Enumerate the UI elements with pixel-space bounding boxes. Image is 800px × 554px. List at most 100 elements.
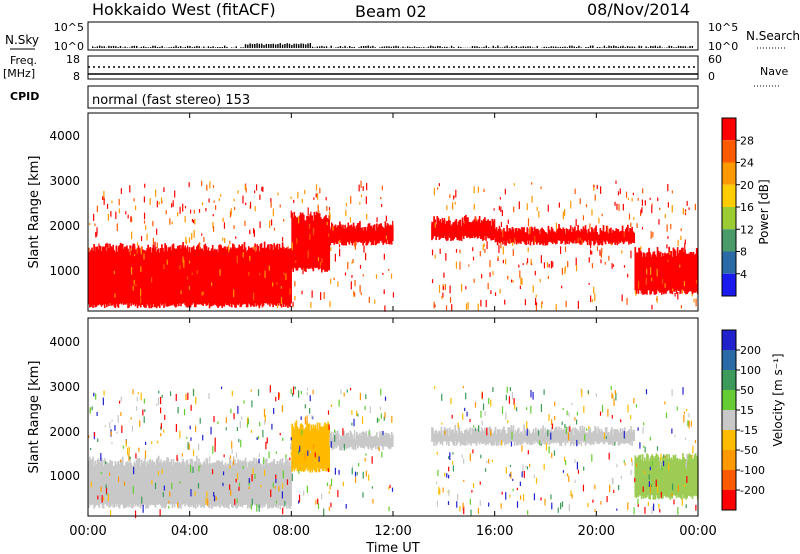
heatmap-speck (516, 487, 518, 491)
noise-sample (214, 47, 217, 48)
heatmap-cell (192, 465, 195, 508)
heatmap-cell (574, 427, 576, 442)
noise-sample (191, 47, 193, 48)
heatmap-speck (201, 291, 203, 296)
heatmap-speck (441, 422, 443, 425)
heatmap-cell (134, 463, 137, 507)
heatmap-speck (208, 267, 210, 275)
heatmap-cell (624, 228, 627, 241)
heatmap-speck (437, 187, 439, 190)
heatmap-cell (597, 234, 600, 246)
colorbar-swatch (722, 207, 736, 230)
heatmap-speck (268, 265, 270, 271)
velocity-ytick-4000: 4000 (49, 335, 80, 349)
heatmap-cell (577, 430, 579, 445)
x-tick-label: 12:00 (374, 524, 411, 539)
heatmap-cell (622, 431, 625, 444)
heatmap-cell (170, 250, 173, 306)
heatmap-speck (643, 445, 645, 448)
heatmap-speck (600, 186, 602, 194)
heatmap-cell (255, 458, 257, 505)
heatmap-cell (635, 252, 638, 292)
heatmap-speck (185, 236, 187, 244)
heatmap-cell (527, 429, 530, 443)
heatmap-speck (258, 458, 260, 464)
heatmap-speck (88, 435, 90, 438)
heatmap-speck (452, 452, 454, 455)
heatmap-speck (561, 285, 563, 289)
heatmap-cell (486, 220, 488, 237)
heatmap-speck (642, 188, 644, 194)
heatmap-cell (343, 430, 345, 448)
heatmap-cell (452, 222, 454, 241)
heatmap-speck (361, 416, 364, 425)
heatmap-speck (192, 219, 195, 224)
noise-sample (626, 46, 629, 48)
heatmap-cell (129, 245, 131, 303)
heatmap-speck (640, 246, 642, 251)
heatmap-speck (222, 482, 224, 487)
heatmap-speck (349, 217, 352, 223)
heatmap-cell (319, 217, 322, 268)
heatmap-speck (502, 259, 505, 264)
heatmap-speck (140, 297, 142, 303)
heatmap-cell (295, 217, 298, 271)
heatmap-cell (216, 460, 218, 507)
heatmap-cell (218, 460, 220, 507)
heatmap-cell (540, 228, 542, 245)
heatmap-cell (111, 247, 113, 306)
heatmap-speck (434, 386, 436, 389)
heatmap-speck (235, 478, 237, 483)
heatmap-speck (381, 203, 383, 208)
noise-sample (140, 46, 143, 48)
heatmap-cell (292, 426, 295, 469)
heatmap-speck (209, 181, 211, 189)
heatmap-cell (210, 463, 213, 509)
noise-sample (420, 47, 423, 48)
colorbar-swatch (722, 251, 736, 274)
heatmap-cell (190, 247, 193, 305)
heatmap-cell (206, 458, 209, 504)
heatmap-speck (691, 293, 693, 297)
heatmap-cell (361, 431, 363, 448)
heatmap-cell (676, 457, 679, 496)
heatmap-cell (320, 426, 323, 470)
heatmap-cell (133, 461, 136, 504)
heatmap-cell (562, 429, 565, 443)
heatmap-speck (439, 488, 441, 495)
heatmap-speck (612, 264, 615, 267)
noise-sample (515, 45, 518, 48)
heatmap-speck (283, 272, 285, 276)
colorbar-tick-label: 50 (740, 384, 754, 397)
heatmap-speck (251, 400, 253, 408)
heatmap-speck (637, 503, 639, 507)
heatmap-speck (142, 289, 145, 295)
velocity-ytick-2000: 2000 (49, 425, 80, 439)
heatmap-cell (301, 425, 304, 471)
heatmap-cell (106, 250, 108, 308)
heatmap-speck (311, 415, 313, 420)
heatmap-speck (244, 220, 246, 227)
heatmap-speck (436, 451, 438, 455)
noise-sample (101, 46, 103, 48)
heatmap-speck (234, 498, 236, 505)
heatmap-speck (357, 228, 359, 231)
heatmap-speck (222, 237, 224, 241)
heatmap-speck (444, 284, 446, 291)
heatmap-speck (179, 430, 181, 439)
heatmap-speck (505, 492, 507, 500)
heatmap-speck (633, 398, 635, 404)
heatmap-cell (504, 231, 506, 246)
heatmap-cell (98, 246, 101, 304)
heatmap-speck (492, 271, 494, 276)
heatmap-cell (431, 427, 433, 442)
heatmap-speck (591, 299, 594, 302)
heatmap-speck (445, 253, 447, 261)
noise-sample (263, 44, 265, 48)
heatmap-speck (116, 431, 118, 434)
heatmap-speck (296, 238, 298, 244)
heatmap-speck (645, 263, 647, 267)
heatmap-cell (483, 218, 485, 240)
heatmap-cell (606, 432, 609, 443)
heatmap-speck (262, 186, 264, 192)
